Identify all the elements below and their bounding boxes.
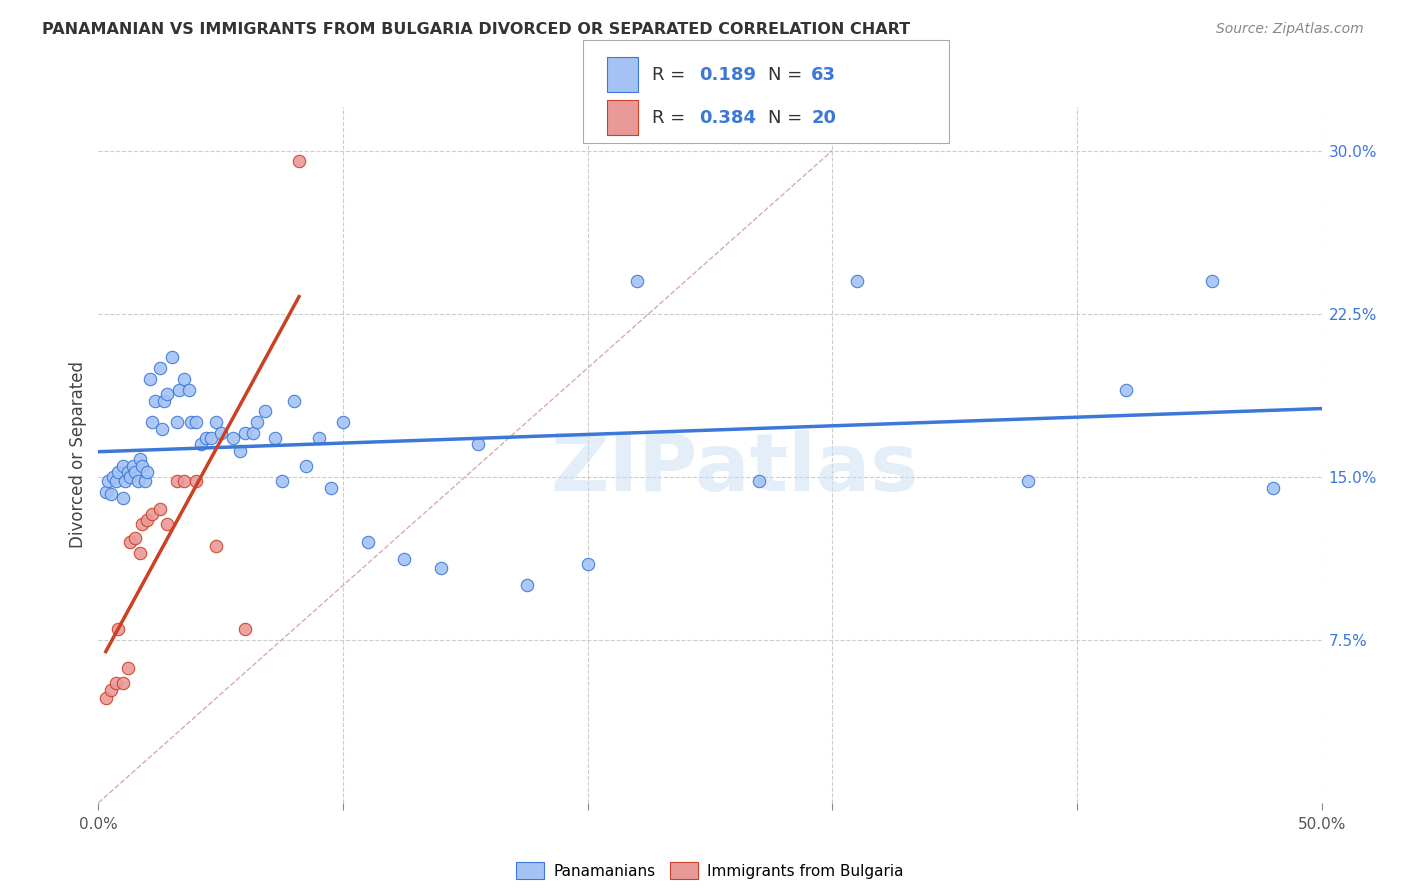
- Point: [139, 372, 162, 386]
- Point: [129, 546, 152, 560]
- Point: [167, 383, 190, 397]
- Text: N =: N =: [768, 109, 807, 127]
- Point: [97, 474, 120, 488]
- Point: [246, 415, 269, 429]
- Y-axis label: Divorced or Separated: Divorced or Separated: [69, 361, 87, 549]
- Point: [209, 426, 232, 441]
- Point: [111, 491, 134, 506]
- Point: [1017, 474, 1039, 488]
- Point: [205, 539, 228, 553]
- Point: [332, 415, 354, 429]
- Point: [111, 676, 134, 690]
- Point: [200, 431, 222, 445]
- Point: [127, 474, 149, 488]
- Text: N =: N =: [768, 66, 807, 84]
- Point: [120, 469, 142, 483]
- Point: [120, 535, 142, 549]
- Point: [1115, 383, 1137, 397]
- Point: [124, 466, 146, 480]
- Point: [134, 474, 156, 488]
- Point: [515, 578, 537, 592]
- Point: [153, 393, 176, 408]
- Point: [136, 513, 159, 527]
- Point: [288, 154, 311, 169]
- Point: [160, 350, 183, 364]
- Point: [190, 437, 212, 451]
- Point: [1201, 274, 1223, 288]
- Text: Source: ZipAtlas.com: Source: ZipAtlas.com: [1216, 22, 1364, 37]
- Text: 20: 20: [811, 109, 837, 127]
- Point: [186, 415, 208, 429]
- Point: [100, 487, 122, 501]
- Point: [94, 484, 117, 499]
- Point: [173, 372, 195, 386]
- Point: [195, 431, 218, 445]
- Point: [173, 474, 195, 488]
- Point: [104, 676, 127, 690]
- Point: [467, 437, 489, 451]
- Point: [156, 387, 179, 401]
- Point: [94, 691, 117, 706]
- Point: [131, 517, 153, 532]
- Point: [129, 452, 152, 467]
- Point: [253, 404, 276, 418]
- Point: [141, 415, 163, 429]
- Point: [263, 431, 285, 445]
- Point: [124, 531, 146, 545]
- Text: R =: R =: [652, 109, 692, 127]
- Point: [356, 535, 378, 549]
- Point: [748, 474, 770, 488]
- Point: [156, 517, 179, 532]
- Text: 0.189: 0.189: [699, 66, 756, 84]
- Point: [319, 481, 342, 495]
- Point: [430, 561, 453, 575]
- Point: [392, 552, 416, 566]
- Point: [576, 557, 599, 571]
- Point: [104, 474, 127, 488]
- Point: [308, 431, 330, 445]
- Point: [150, 422, 173, 436]
- Legend: Panamanians, Immigrants from Bulgaria: Panamanians, Immigrants from Bulgaria: [510, 855, 910, 886]
- Point: [101, 469, 124, 483]
- Point: [100, 682, 122, 697]
- Point: [295, 458, 318, 473]
- Point: [107, 466, 129, 480]
- Point: [177, 383, 200, 397]
- Point: [117, 466, 139, 480]
- Point: [229, 443, 252, 458]
- Point: [242, 426, 264, 441]
- Point: [141, 507, 163, 521]
- Point: [143, 393, 166, 408]
- Text: 63: 63: [811, 66, 837, 84]
- Point: [205, 415, 228, 429]
- Point: [180, 415, 202, 429]
- Point: [149, 502, 172, 516]
- Point: [233, 426, 256, 441]
- Point: [626, 274, 648, 288]
- Point: [166, 415, 188, 429]
- Point: [186, 474, 208, 488]
- Point: [136, 466, 159, 480]
- Point: [166, 474, 188, 488]
- Point: [270, 474, 294, 488]
- Point: [114, 474, 136, 488]
- Text: PANAMANIAN VS IMMIGRANTS FROM BULGARIA DIVORCED OR SEPARATED CORRELATION CHART: PANAMANIAN VS IMMIGRANTS FROM BULGARIA D…: [42, 22, 910, 37]
- Point: [845, 274, 868, 288]
- Point: [1261, 481, 1284, 495]
- Point: [233, 622, 256, 636]
- Point: [283, 393, 305, 408]
- Point: [149, 360, 172, 375]
- Point: [222, 431, 245, 445]
- Point: [111, 458, 134, 473]
- Point: [107, 622, 129, 636]
- Point: [131, 458, 153, 473]
- Text: R =: R =: [652, 66, 692, 84]
- Text: ZIPatlas: ZIPatlas: [550, 430, 918, 508]
- Point: [121, 458, 143, 473]
- Text: 0.384: 0.384: [699, 109, 756, 127]
- Point: [117, 661, 139, 675]
